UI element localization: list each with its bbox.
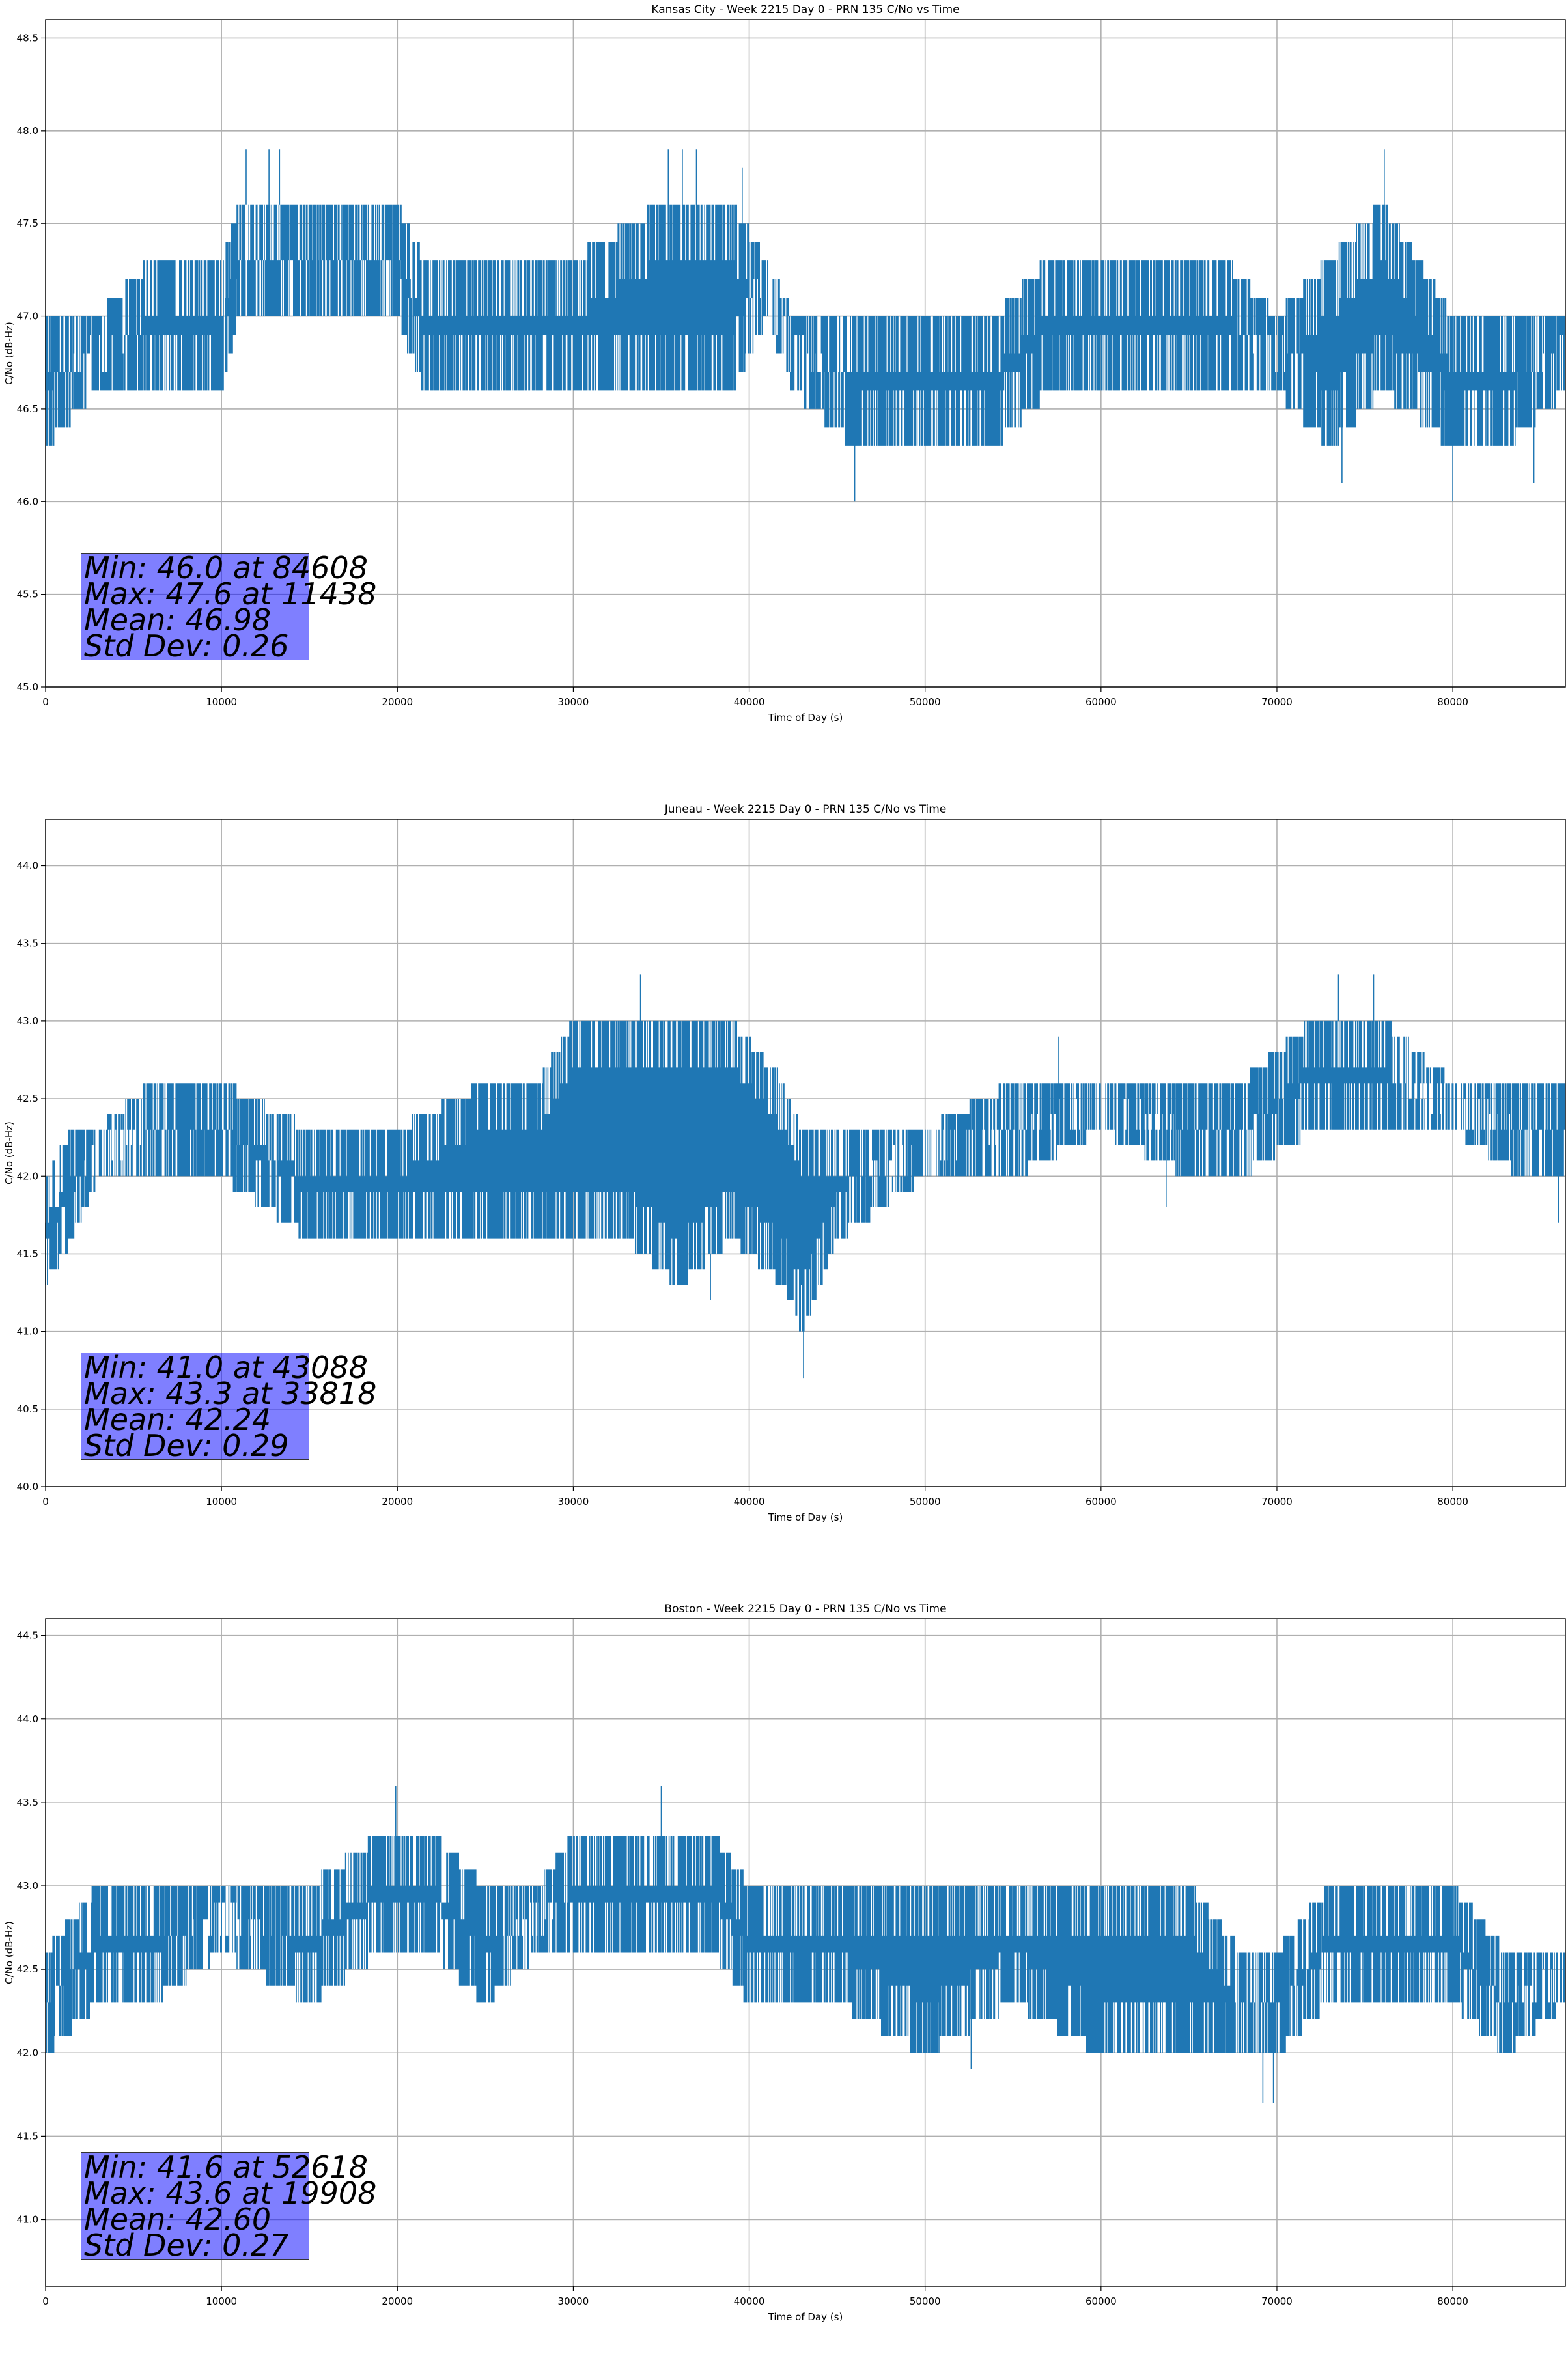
x-tick-label: 0: [42, 1496, 49, 1507]
x-tick-label: 30000: [558, 1496, 589, 1507]
y-tick-label: 42.5: [17, 1093, 38, 1104]
x-tick-label: 60000: [1085, 1496, 1117, 1507]
cno-trace: [45, 1786, 1566, 2103]
y-tick-label: 45.0: [17, 681, 38, 693]
chart-title: Kansas City - Week 2215 Day 0 - PRN 135 …: [651, 3, 959, 16]
stat-max: Max: 43.6 at 19908: [84, 2176, 377, 2211]
stat-mean: Mean: 46.98: [84, 602, 272, 638]
x-tick-label: 10000: [206, 696, 237, 708]
cno-trace: [45, 149, 1566, 502]
axes-frame: [45, 1618, 1566, 2287]
y-tick-label: 44.0: [17, 1713, 38, 1725]
y-tick-label: 40.5: [17, 1403, 38, 1415]
x-tick-label: 80000: [1437, 696, 1468, 708]
chart-kansas-city: 0 10000 20000 30000 40000 50000 60000 70000 8000…: [0, 0, 1568, 770]
x-tick-label: 80000: [1437, 2295, 1468, 2307]
chart-boston-plot: 0 10000 20000 30000 40000 50000 60000 70000 8000…: [3, 1603, 1566, 2323]
cno-series: [45, 149, 1566, 502]
y-tick-label: 46.0: [17, 496, 38, 507]
x-axis-label: Time of Day (s): [768, 1511, 843, 1523]
x-tick-label: 40000: [734, 1496, 765, 1507]
x-tick-label: 10000: [206, 1496, 237, 1507]
y-tick-label: 43.5: [17, 1797, 38, 1808]
y-tick-label: 42.0: [17, 2047, 38, 2058]
axes-frame: [45, 819, 1566, 1487]
stat-mean: Mean: 42.60: [84, 2202, 272, 2237]
x-tick-label: 40000: [734, 696, 765, 708]
stats-box: Min: 41.6 at 52618 Max: 43.6 at 19908 Me…: [81, 2152, 377, 2263]
chart-title: Boston - Week 2215 Day 0 - PRN 135 C/No …: [664, 1603, 946, 1616]
stat-max: Max: 47.6 at 11438: [84, 576, 377, 611]
x-tick-label: 0: [42, 2295, 49, 2307]
y-tick-label: 43.0: [17, 1015, 38, 1027]
y-axis-label: C/No (dB-Hz): [3, 1921, 15, 1984]
y-tick-label: 48.0: [17, 125, 38, 137]
x-axis-label: Time of Day (s): [768, 2311, 843, 2323]
y-tick-label: 46.5: [17, 403, 38, 415]
cno-series: [45, 1786, 1566, 2103]
axes-frame: [45, 19, 1566, 688]
chart-juneau: 0 10000 20000 30000 40000 50000 60000 70000 8000…: [0, 800, 1568, 1569]
stats-box: Min: 41.0 at 43088 Max: 43.3 at 33818 Me…: [81, 1353, 377, 1463]
x-tick-label: 70000: [1261, 2295, 1293, 2307]
x-tick-label: 30000: [558, 696, 589, 708]
stat-mean: Mean: 42.24: [84, 1402, 272, 1437]
x-tick-label: 0: [42, 696, 49, 708]
x-tick-label: 70000: [1261, 696, 1293, 708]
stat-std-dev: Std Dev: 0.27: [84, 2228, 289, 2263]
x-tick-label: 20000: [382, 2295, 413, 2307]
y-tick-label: 47.5: [17, 217, 38, 229]
y-tick-label: 45.5: [17, 589, 38, 600]
x-tick-label: 60000: [1085, 696, 1117, 708]
chart-title: Juneau - Week 2215 Day 0 - PRN 135 C/No …: [664, 803, 947, 816]
y-axis-label: C/No (dB-Hz): [3, 1121, 15, 1184]
x-tick-label: 70000: [1261, 1496, 1293, 1507]
x-tick-label: 50000: [910, 1496, 941, 1507]
y-tick-label: 43.0: [17, 1880, 38, 1892]
stats-box: Min: 46.0 at 84608 Max: 47.6 at 11438 Me…: [81, 553, 377, 664]
x-tick-label: 30000: [558, 2295, 589, 2307]
y-tick-label: 43.5: [17, 938, 38, 949]
y-axis-label: C/No (dB-Hz): [3, 322, 15, 385]
x-tick-label: 40000: [734, 2295, 765, 2307]
y-tick-label: 40.0: [17, 1481, 38, 1493]
x-tick-label: 10000: [206, 2295, 237, 2307]
x-tick-label: 50000: [910, 2295, 941, 2307]
x-tick-label: 60000: [1085, 2295, 1117, 2307]
y-tick-label: 44.5: [17, 1630, 38, 1642]
y-tick-label: 48.5: [17, 32, 38, 44]
chart-juneau-plot: 0 10000 20000 30000 40000 50000 60000 70000 8000…: [3, 803, 1566, 1523]
x-tick-label: 20000: [382, 696, 413, 708]
stat-max: Max: 43.3 at 33818: [84, 1376, 377, 1411]
y-tick-label: 44.0: [17, 860, 38, 872]
y-tick-label: 41.5: [17, 1248, 38, 1259]
stat-std-dev: Std Dev: 0.26: [84, 628, 289, 664]
x-tick-label: 50000: [910, 696, 941, 708]
stat-std-dev: Std Dev: 0.29: [84, 1428, 289, 1463]
y-tick-label: 41.0: [17, 2214, 38, 2226]
y-tick-label: 47.0: [17, 311, 38, 322]
y-tick-label: 42.5: [17, 1963, 38, 1975]
y-tick-label: 41.5: [17, 2130, 38, 2142]
x-axis-label: Time of Day (s): [768, 712, 843, 723]
chart-boston: 0 10000 20000 30000 40000 50000 60000 70000 8000…: [0, 1599, 1568, 2369]
x-tick-label: 20000: [382, 1496, 413, 1507]
x-tick-label: 80000: [1437, 1496, 1468, 1507]
y-tick-label: 42.0: [17, 1170, 38, 1182]
y-tick-label: 41.0: [17, 1326, 38, 1338]
